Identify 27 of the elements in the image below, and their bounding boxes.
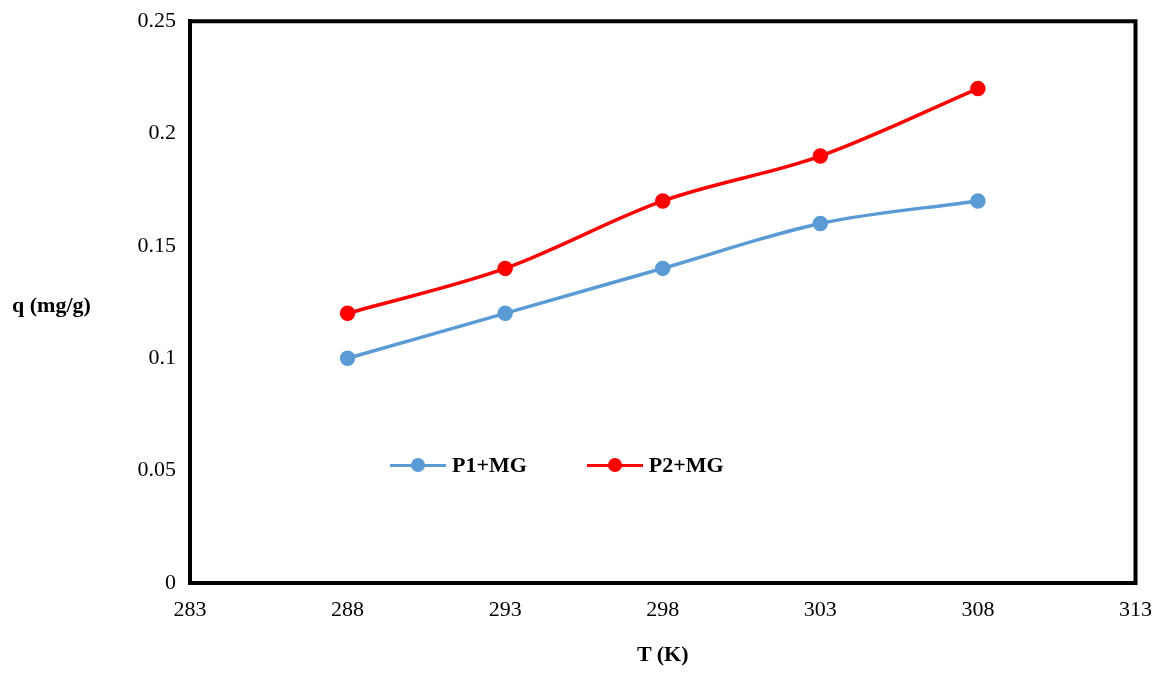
point [970, 80, 986, 97]
x-axis-title: T (K) [636, 641, 689, 667]
point [339, 305, 356, 322]
legend-label: P2+MG [648, 452, 724, 478]
point [812, 148, 829, 164]
x-tick-label: 293 [488, 595, 522, 621]
legend-label: P1+MG [452, 452, 527, 478]
y-tick-label: 0.05 [137, 456, 176, 482]
x-tick-label: 303 [803, 595, 837, 621]
point [655, 193, 671, 209]
y-tick-label: 0.25 [137, 6, 176, 32]
point [970, 193, 986, 209]
y-axis-title: q (mg/g) [12, 292, 91, 318]
point [497, 305, 513, 322]
y-tick-label: 0.2 [148, 119, 176, 145]
point [497, 260, 513, 277]
y-tick-label: 0.15 [137, 231, 176, 257]
x-tick-label: 313 [1119, 595, 1152, 621]
x-tick-label: 298 [646, 595, 680, 621]
x-tick-label: 308 [961, 595, 995, 621]
point [812, 215, 829, 232]
y-tick-label: 0.1 [148, 344, 176, 370]
x-tick-label: 288 [331, 595, 365, 621]
point [655, 260, 671, 277]
y-tick-label: 0 [165, 568, 176, 594]
x-tick-label: 283 [173, 595, 207, 621]
point [339, 350, 356, 367]
